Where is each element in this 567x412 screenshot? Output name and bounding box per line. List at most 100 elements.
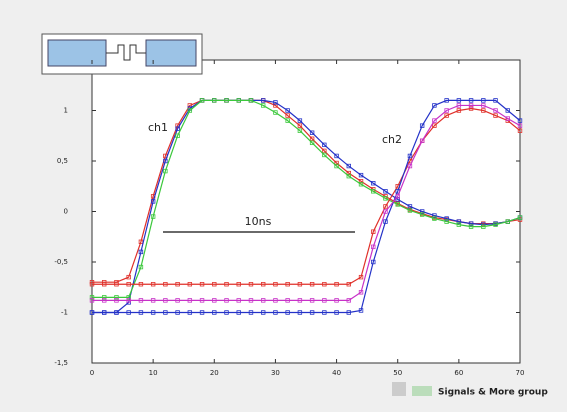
logo: Signals & More group (392, 382, 548, 398)
marker (493, 108, 498, 113)
marker (212, 298, 217, 303)
marker (322, 310, 327, 315)
marker (236, 298, 241, 303)
marker (163, 158, 168, 164)
marker (432, 103, 437, 108)
marker (163, 282, 168, 287)
marker (199, 282, 205, 287)
marker (468, 221, 474, 226)
marker (517, 118, 523, 123)
plot-frame (91, 59, 521, 364)
marker (432, 213, 437, 218)
marker (322, 298, 327, 303)
marker (493, 113, 498, 118)
marker (89, 310, 95, 315)
marker (126, 282, 131, 287)
marker (273, 100, 278, 105)
marker (138, 310, 144, 315)
marker (371, 229, 376, 234)
marker (481, 98, 486, 103)
marker (419, 209, 425, 214)
marker (150, 310, 156, 315)
marker (456, 219, 462, 224)
marker (89, 298, 95, 303)
marker (334, 160, 339, 166)
marker (346, 282, 351, 287)
x-tick-label: 50 (393, 369, 402, 377)
marker (334, 298, 339, 303)
marker (432, 118, 437, 123)
marker (273, 310, 278, 315)
marker (89, 295, 95, 300)
marker (150, 282, 156, 287)
marker (481, 108, 486, 113)
marker (175, 133, 180, 138)
y-tick-label: 0,5 (57, 157, 68, 165)
marker (273, 282, 278, 287)
marker (444, 108, 449, 113)
marker (138, 239, 144, 244)
marker (297, 310, 303, 315)
marker (334, 282, 339, 287)
marker (371, 244, 376, 250)
marker (358, 274, 364, 280)
marker (346, 298, 351, 303)
marker (212, 310, 217, 315)
annotation: ch1 (148, 121, 168, 134)
marker (285, 282, 290, 287)
marker (260, 98, 266, 103)
marker (493, 222, 498, 227)
marker (505, 116, 510, 121)
marker (163, 298, 168, 303)
marker (187, 103, 193, 108)
marker (309, 282, 315, 287)
marker (407, 208, 413, 213)
marker (163, 310, 168, 315)
marker (212, 282, 217, 287)
marker (371, 189, 376, 194)
marker (175, 310, 180, 315)
x-tick-label: 60 (454, 369, 463, 377)
marker (224, 98, 229, 103)
marker (383, 189, 388, 194)
x-tick-label: 20 (210, 369, 219, 377)
marker (334, 310, 339, 315)
marker (493, 98, 498, 103)
marker (175, 298, 180, 303)
marker (358, 290, 364, 295)
annotation: 10ns (245, 215, 272, 228)
marker (236, 98, 241, 103)
marker (248, 282, 254, 287)
marker (199, 98, 205, 103)
marker (285, 310, 290, 315)
marker (236, 282, 241, 287)
x-tick-label: 40 (332, 369, 341, 377)
marker (273, 298, 278, 303)
x-tick-label: 10 (149, 369, 158, 377)
marker (407, 204, 413, 209)
marker (102, 310, 107, 315)
marker (297, 282, 303, 287)
marker (407, 163, 413, 169)
marker (175, 126, 180, 131)
marker (358, 178, 364, 184)
marker (224, 310, 229, 315)
marker (273, 110, 278, 115)
marker (285, 108, 290, 113)
marker (212, 98, 217, 103)
marker (199, 298, 205, 303)
marker (309, 136, 315, 141)
marker (126, 310, 131, 315)
marker (395, 202, 400, 207)
marker (444, 98, 449, 103)
marker (334, 163, 339, 169)
marker (468, 224, 474, 229)
marker (89, 282, 95, 287)
marker (456, 103, 462, 108)
marker (358, 182, 364, 187)
marker (236, 310, 241, 315)
logo-icon (392, 382, 406, 396)
marker (285, 118, 290, 123)
marker (187, 282, 193, 287)
marker (150, 214, 156, 219)
